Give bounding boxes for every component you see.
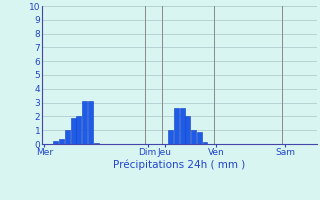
Bar — [197, 132, 202, 144]
Bar — [65, 130, 70, 144]
Bar — [168, 130, 173, 144]
Bar — [191, 130, 196, 144]
Bar — [180, 108, 185, 144]
Bar — [88, 101, 93, 144]
Bar — [174, 108, 179, 144]
X-axis label: Précipitations 24h ( mm ): Précipitations 24h ( mm ) — [113, 160, 245, 170]
Bar — [76, 116, 81, 144]
Bar — [185, 116, 190, 144]
Bar — [203, 142, 207, 144]
Bar — [82, 101, 87, 144]
Bar — [71, 118, 76, 144]
Bar — [94, 143, 99, 144]
Bar — [59, 139, 64, 144]
Bar — [53, 141, 58, 144]
